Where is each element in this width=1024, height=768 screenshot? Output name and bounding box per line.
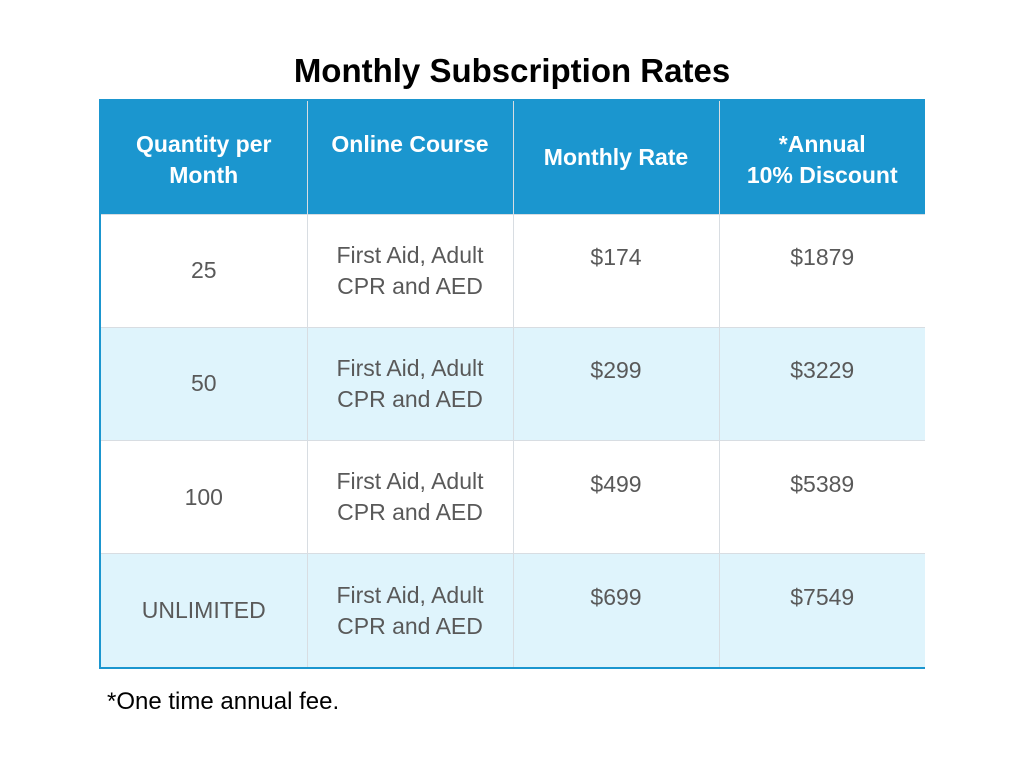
rates-table: Quantity per Month Online Course Monthly… <box>101 101 925 667</box>
course-cell: First Aid, Adult CPR and AED <box>306 213 514 328</box>
course-cell: First Aid, Adult CPR and AED <box>306 439 514 555</box>
header-quantity: Quantity per Month <box>101 101 308 214</box>
course-line: First Aid, Adult <box>336 354 484 381</box>
monthly-rate-cell: $499 <box>512 439 720 555</box>
header-quantity-line: Month <box>169 162 239 188</box>
table-header-row: Quantity per Month Online Course Monthly… <box>101 101 925 214</box>
course-line: First Aid, Adult <box>336 581 484 608</box>
annual-price-cell: $3229 <box>718 326 925 442</box>
monthly-rate-cell: $699 <box>512 553 720 667</box>
page-title: Monthly Subscription Rates <box>293 52 731 89</box>
quantity-cell: 25 <box>101 213 308 328</box>
table-row: 50 First Aid, Adult CPR and AED $299 $32… <box>101 326 925 442</box>
quantity-cell: UNLIMITED <box>101 553 308 667</box>
header-annual-line: *Annual <box>778 131 866 157</box>
table-row: 100 First Aid, Adult CPR and AED $499 $5… <box>101 439 925 555</box>
header-online-course-line: Online Course <box>331 131 489 157</box>
header-quantity-line: Quantity per <box>136 131 272 157</box>
table-row: 25 First Aid, Adult CPR and AED $174 $18… <box>101 213 925 328</box>
course-line: First Aid, Adult <box>336 468 484 495</box>
quantity-cell: 50 <box>101 326 308 442</box>
table-row: UNLIMITED First Aid, Adult CPR and AED $… <box>101 553 925 667</box>
course-cell: First Aid, Adult CPR and AED <box>306 553 514 667</box>
header-online-course: Online Course <box>306 101 514 214</box>
header-monthly-rate-line: Monthly Rate <box>543 143 689 170</box>
annual-price-cell: $1879 <box>718 213 925 328</box>
course-line: CPR and AED <box>337 385 483 412</box>
annual-price-cell: $7549 <box>718 553 925 667</box>
header-annual-discount: *Annual 10% Discount <box>718 101 925 214</box>
footnote: *One time annual fee. <box>107 688 340 715</box>
header-annual-line: 10% Discount <box>746 162 898 188</box>
monthly-rate-cell: $299 <box>512 326 720 442</box>
course-line: CPR and AED <box>337 612 483 639</box>
course-cell: First Aid, Adult CPR and AED <box>306 326 514 442</box>
rates-table-frame: Quantity per Month Online Course Monthly… <box>99 99 925 669</box>
course-line: CPR and AED <box>337 499 483 526</box>
header-monthly-rate: Monthly Rate <box>512 101 720 214</box>
quantity-cell: 100 <box>101 439 308 555</box>
course-line: CPR and AED <box>337 272 483 299</box>
annual-price-cell: $5389 <box>718 439 925 555</box>
course-line: First Aid, Adult <box>336 241 484 268</box>
monthly-rate-cell: $174 <box>512 213 720 328</box>
